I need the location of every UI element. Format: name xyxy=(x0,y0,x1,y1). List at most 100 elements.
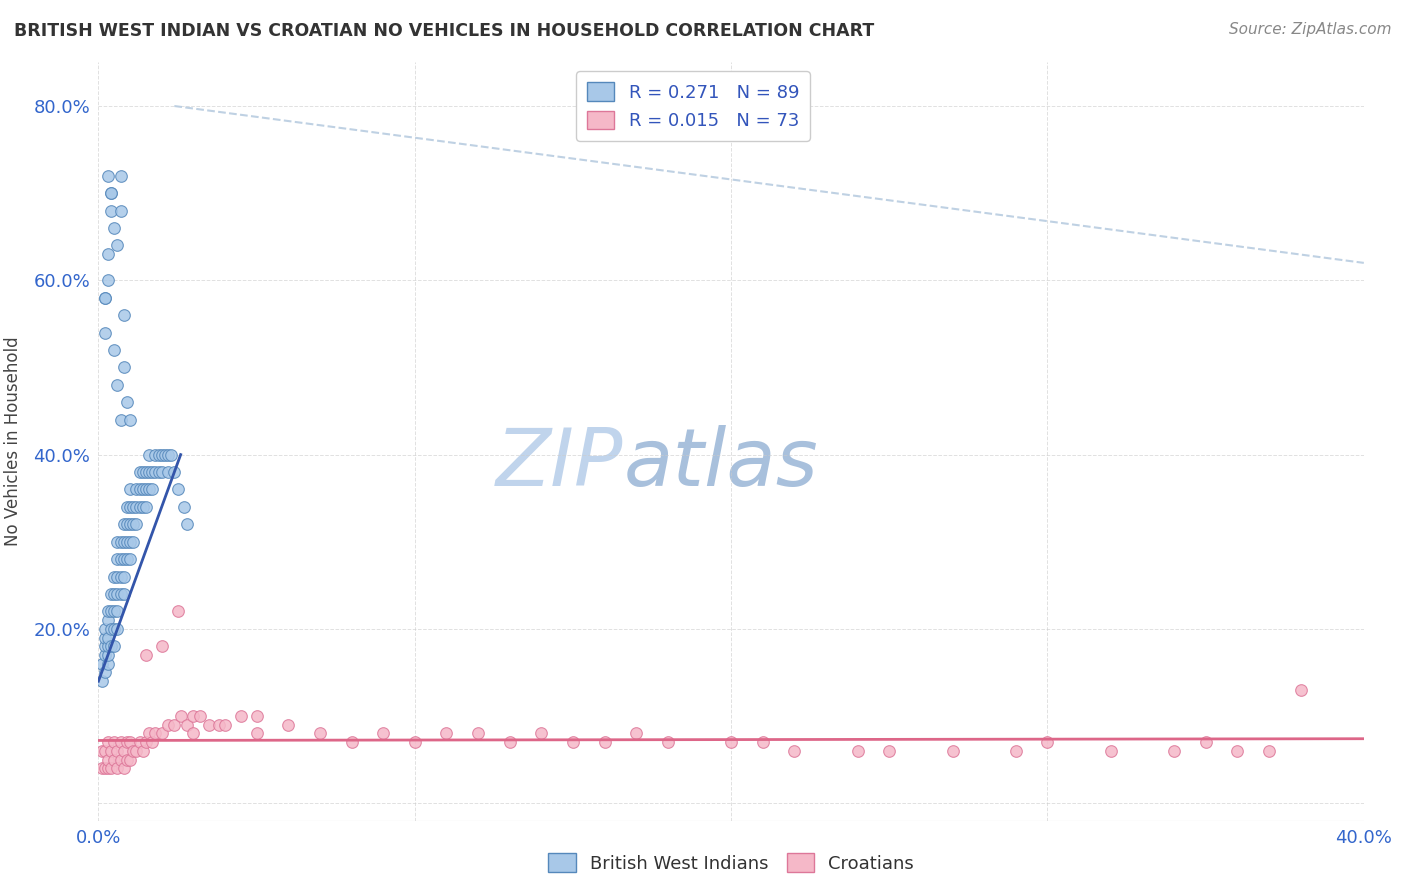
Point xyxy=(107,238,129,252)
Point xyxy=(467,726,489,740)
Point xyxy=(97,605,120,619)
Point xyxy=(183,709,205,723)
Point xyxy=(110,552,132,566)
Point xyxy=(624,726,647,740)
Point xyxy=(107,587,129,601)
Point xyxy=(128,483,150,497)
Point xyxy=(100,587,122,601)
Point xyxy=(122,744,145,758)
Text: atlas: atlas xyxy=(623,425,818,503)
Point xyxy=(110,534,132,549)
Point xyxy=(132,483,155,497)
Point xyxy=(846,744,869,758)
Point xyxy=(100,640,122,654)
Point xyxy=(150,465,173,479)
Point xyxy=(150,448,173,462)
Point xyxy=(530,726,553,740)
Point xyxy=(135,500,157,514)
Point xyxy=(107,552,129,566)
Point xyxy=(112,534,135,549)
Point xyxy=(122,517,145,532)
Point xyxy=(141,735,163,749)
Point xyxy=(100,622,122,636)
Point xyxy=(1289,682,1312,697)
Point xyxy=(751,735,773,749)
Point xyxy=(436,726,458,740)
Point xyxy=(112,587,135,601)
Point xyxy=(97,169,120,183)
Point xyxy=(120,735,141,749)
Point xyxy=(145,726,166,740)
Point xyxy=(1099,744,1122,758)
Point xyxy=(100,186,122,201)
Point xyxy=(103,569,125,583)
Point xyxy=(150,726,173,740)
Point xyxy=(942,744,965,758)
Point xyxy=(132,744,155,758)
Point xyxy=(100,203,122,218)
Point xyxy=(176,517,198,532)
Point xyxy=(1163,744,1185,758)
Point xyxy=(125,483,148,497)
Point xyxy=(246,709,269,723)
Point xyxy=(115,500,138,514)
Point xyxy=(160,448,183,462)
Point xyxy=(138,465,160,479)
Point xyxy=(125,500,148,514)
Point xyxy=(107,534,129,549)
Point xyxy=(166,605,188,619)
Point xyxy=(153,448,176,462)
Point xyxy=(132,500,155,514)
Point xyxy=(138,448,160,462)
Point xyxy=(163,465,186,479)
Point xyxy=(90,674,112,689)
Point xyxy=(150,640,173,654)
Point xyxy=(135,483,157,497)
Point xyxy=(125,744,148,758)
Point xyxy=(593,735,616,749)
Point xyxy=(97,753,120,767)
Point xyxy=(128,500,150,514)
Point xyxy=(176,718,198,732)
Point xyxy=(138,726,160,740)
Point xyxy=(183,726,205,740)
Point xyxy=(93,640,117,654)
Point xyxy=(115,552,138,566)
Point xyxy=(166,483,188,497)
Point xyxy=(97,657,120,671)
Point xyxy=(100,605,122,619)
Point xyxy=(103,343,125,357)
Text: BRITISH WEST INDIAN VS CROATIAN NO VEHICLES IN HOUSEHOLD CORRELATION CHART: BRITISH WEST INDIAN VS CROATIAN NO VEHIC… xyxy=(14,22,875,40)
Point xyxy=(1226,744,1249,758)
Point xyxy=(93,291,117,305)
Point xyxy=(90,744,112,758)
Point xyxy=(135,465,157,479)
Point xyxy=(97,613,120,627)
Point xyxy=(125,517,148,532)
Point xyxy=(93,326,117,340)
Point xyxy=(120,413,141,427)
Point xyxy=(141,465,163,479)
Point xyxy=(157,718,180,732)
Point xyxy=(148,465,170,479)
Point xyxy=(110,569,132,583)
Point xyxy=(657,735,679,749)
Point xyxy=(1036,735,1059,749)
Point xyxy=(720,735,742,749)
Point xyxy=(103,221,125,235)
Point xyxy=(115,753,138,767)
Point xyxy=(100,186,122,201)
Point xyxy=(115,517,138,532)
Point xyxy=(309,726,332,740)
Point xyxy=(93,622,117,636)
Point xyxy=(103,622,125,636)
Point xyxy=(163,718,186,732)
Point xyxy=(145,448,166,462)
Point xyxy=(135,735,157,749)
Point xyxy=(90,761,112,775)
Point xyxy=(97,735,120,749)
Point xyxy=(103,587,125,601)
Point xyxy=(93,744,117,758)
Point xyxy=(93,648,117,662)
Text: Source: ZipAtlas.com: Source: ZipAtlas.com xyxy=(1229,22,1392,37)
